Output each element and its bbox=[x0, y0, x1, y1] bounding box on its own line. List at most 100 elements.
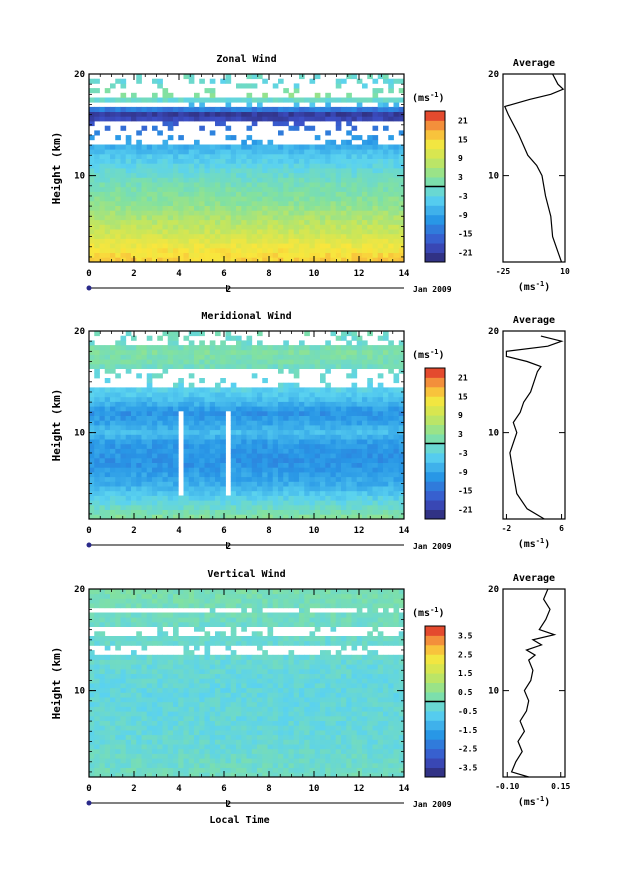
heatmap-cell bbox=[194, 238, 200, 244]
heatmap-cell bbox=[99, 387, 106, 393]
heatmap-cell bbox=[215, 401, 221, 407]
heatmap-cell bbox=[152, 593, 158, 599]
heatmap-cell bbox=[377, 229, 384, 235]
heatmap-cell bbox=[94, 247, 100, 253]
heatmap-cell bbox=[215, 457, 221, 463]
heatmap-cell bbox=[288, 163, 295, 169]
heatmap-cell bbox=[388, 448, 394, 454]
heatmap-cell bbox=[257, 196, 263, 202]
heatmap-cell bbox=[199, 439, 205, 445]
heatmap-cell bbox=[257, 453, 263, 459]
heatmap-cell bbox=[267, 425, 274, 431]
heatmap-cell bbox=[299, 509, 305, 515]
heatmap-cell bbox=[194, 495, 200, 501]
heatmap-cell bbox=[372, 476, 379, 482]
heatmap-cell bbox=[362, 252, 368, 258]
x-tick-label: 4 bbox=[176, 269, 182, 279]
heatmap-cell bbox=[236, 196, 242, 202]
heatmap-cell bbox=[188, 186, 195, 192]
heatmap-cell bbox=[136, 363, 142, 369]
heatmap-cell bbox=[372, 196, 379, 202]
heatmap-cell bbox=[209, 97, 216, 103]
heatmap-cell bbox=[94, 481, 100, 487]
heatmap-cell bbox=[262, 210, 268, 216]
heatmap-cell bbox=[94, 739, 100, 745]
heatmap-cell bbox=[257, 215, 263, 221]
heatmap-cell bbox=[272, 177, 279, 183]
heatmap-cell bbox=[115, 453, 121, 459]
heatmap-cell bbox=[325, 92, 331, 98]
heatmap-cell bbox=[278, 448, 284, 454]
heatmap-cell bbox=[309, 481, 316, 487]
heatmap-cell bbox=[167, 125, 174, 131]
heatmap-cell bbox=[262, 191, 268, 197]
heatmap-cell bbox=[257, 97, 263, 103]
heatmap-cell bbox=[293, 481, 300, 487]
heatmap-cell bbox=[178, 219, 184, 225]
heatmap-cell bbox=[99, 196, 106, 202]
heatmap-cell bbox=[272, 238, 279, 244]
heatmap-cell bbox=[393, 102, 400, 108]
heatmap-cell bbox=[225, 345, 232, 351]
heatmap-cell bbox=[377, 191, 384, 197]
heatmap-cell bbox=[225, 335, 232, 341]
heatmap-cell bbox=[110, 387, 116, 393]
heatmap-cell bbox=[125, 659, 132, 665]
heatmap-cell bbox=[162, 692, 169, 698]
heatmap-cell bbox=[356, 401, 363, 407]
heatmap-cell bbox=[236, 396, 242, 402]
heatmap-cell bbox=[246, 467, 253, 473]
heatmap-cell bbox=[110, 621, 116, 627]
heatmap-cell bbox=[220, 224, 226, 230]
heatmap-cell bbox=[204, 420, 211, 426]
heatmap-cell bbox=[230, 500, 237, 506]
heatmap-cell bbox=[194, 500, 200, 506]
heatmap-cell bbox=[199, 191, 205, 197]
heatmap-cell bbox=[99, 720, 106, 726]
heatmap-cell bbox=[335, 205, 342, 211]
heatmap-cell bbox=[356, 335, 363, 341]
heatmap-cell bbox=[325, 111, 331, 117]
heatmap-cell bbox=[278, 410, 284, 416]
heatmap-cell bbox=[257, 354, 263, 360]
heatmap-cell bbox=[325, 139, 331, 145]
heatmap-cell bbox=[272, 439, 279, 445]
heatmap-cell bbox=[398, 481, 405, 487]
heatmap-cell bbox=[94, 753, 100, 759]
heatmap-cell bbox=[304, 415, 310, 421]
heatmap-cell bbox=[304, 443, 310, 449]
heatmap-cell bbox=[367, 453, 373, 459]
heatmap-cell bbox=[220, 345, 226, 351]
heatmap-cell bbox=[377, 486, 384, 492]
heatmap-cell bbox=[220, 153, 226, 159]
heatmap-cell bbox=[251, 205, 258, 211]
heatmap-cell bbox=[104, 687, 111, 693]
heatmap-cell bbox=[167, 401, 174, 407]
heatmap-cell bbox=[136, 186, 142, 192]
heatmap-cell bbox=[314, 111, 321, 117]
heatmap-cell bbox=[309, 363, 316, 369]
heatmap-cell bbox=[173, 462, 179, 468]
heatmap-cell bbox=[309, 509, 316, 515]
heatmap-cell bbox=[241, 448, 247, 454]
average-title: Average bbox=[513, 315, 555, 326]
heatmap-cell bbox=[225, 396, 232, 402]
heatmap-cell bbox=[383, 500, 389, 506]
heatmap-cell bbox=[125, 191, 132, 197]
heatmap-cell bbox=[356, 387, 363, 393]
heatmap-cell bbox=[262, 224, 268, 230]
heatmap-cell bbox=[346, 116, 352, 122]
heatmap-cell bbox=[178, 758, 184, 764]
heatmap-cell bbox=[220, 415, 226, 421]
heatmap-cell bbox=[320, 257, 326, 263]
heatmap-cell bbox=[146, 467, 153, 473]
heatmap-cell bbox=[157, 224, 163, 230]
heatmap-cell bbox=[304, 182, 310, 188]
heatmap-cell bbox=[257, 410, 263, 416]
heatmap-cell bbox=[173, 257, 179, 263]
heatmap-cell bbox=[183, 252, 190, 258]
heatmap-cell bbox=[251, 462, 258, 468]
heatmap-cell bbox=[398, 153, 405, 159]
heatmap-cell bbox=[320, 252, 326, 258]
heatmap-cell bbox=[120, 753, 127, 759]
